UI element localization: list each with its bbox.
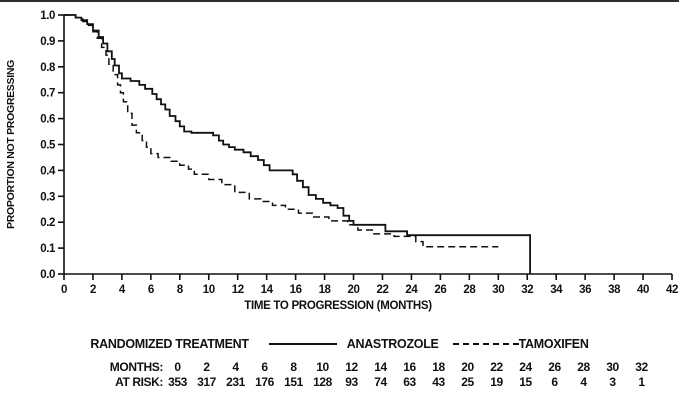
risk-count-cell: 15 [519, 375, 532, 389]
risk-month-cell: 26 [548, 360, 561, 374]
risk-count-cell: 6 [551, 375, 558, 389]
y-tick-label: 0.0 [40, 269, 55, 281]
risk-row-at-risk: AT RISK: 353 317 231 176 151 128 93 74 63 43 25 19 15… [0, 375, 679, 390]
legend-title: RANDOMIZED TREATMENT [90, 337, 249, 351]
x-tick-label: 20 [348, 284, 360, 296]
risk-month-cell: 6 [261, 360, 268, 374]
anastrozole-line-sample [268, 343, 337, 345]
risk-month-cell: 30 [606, 360, 619, 374]
y-tick-label: 0.2 [40, 217, 55, 229]
risk-month-cell: 2 [203, 360, 210, 374]
y-tick-label: 0.9 [40, 36, 55, 48]
curve-tamoxifen [64, 14, 499, 248]
x-tick-label: 4 [119, 284, 126, 296]
x-tick-label: 40 [637, 284, 649, 296]
y-tick-label: 0.6 [40, 114, 55, 126]
risk-count-cell: 151 [284, 375, 303, 389]
x-tick-label: 38 [608, 284, 621, 296]
x-tick-label: 42 [666, 284, 678, 296]
risk-count-cell: 74 [374, 375, 387, 389]
risk-count-cell: 63 [403, 375, 416, 389]
risk-month-cell: 0 [174, 360, 181, 374]
x-tick-label: 28 [463, 284, 476, 296]
risk-month-cell: 12 [345, 360, 358, 374]
x-tick-label: 8 [177, 284, 184, 296]
risk-count-cell: 93 [345, 375, 358, 389]
risk-row-months: MONTHS: 0 2 4 6 8 10 12 14 16 18 20 22 24 26 28 30 32 [0, 360, 679, 375]
risk-month-cell: 14 [374, 360, 387, 374]
risk-count-cell: 43 [432, 375, 445, 389]
axes [63, 15, 672, 275]
risk-month-cell: 24 [519, 360, 532, 374]
x-tick-label: 2 [90, 284, 96, 296]
y-tick-label: 0.1 [40, 243, 56, 255]
legend-label-anastrozole: ANASTROZOLE [346, 337, 439, 351]
x-tick-label: 24 [405, 284, 418, 296]
tamoxifen-line-sample [452, 343, 519, 345]
y-tick-label: 1.0 [40, 10, 55, 22]
x-tick-label: 32 [521, 284, 533, 296]
y-tick-label: 0.4 [40, 165, 56, 177]
x-tick-label: 26 [434, 284, 446, 296]
risk-count-cell: 25 [461, 375, 474, 389]
x-tick-label: 36 [579, 284, 591, 296]
x-tick-label: 12 [232, 284, 244, 296]
x-tick-label: 16 [290, 284, 302, 296]
risk-count-cell: 353 [168, 375, 187, 389]
risk-count-cell: 176 [255, 375, 274, 389]
x-tick-label: 14 [261, 284, 274, 296]
risk-count-cell: 317 [197, 375, 216, 389]
risk-count-cell: 231 [226, 375, 245, 389]
at-risk-table: MONTHS: 0 2 4 6 8 10 12 14 16 18 20 22 24 26 28 30 32 AT R… [0, 360, 679, 390]
risk-month-cell: 18 [432, 360, 445, 374]
risk-month-cell: 16 [403, 360, 416, 374]
legend: RANDOMIZED TREATMENT ANASTROZOLE TAMOXIF… [0, 333, 679, 355]
risk-row-label: MONTHS: [109, 360, 164, 374]
risk-month-cell: 28 [577, 360, 590, 374]
y-tick-label: 0.5 [40, 140, 56, 152]
risk-count-cell: 19 [490, 375, 503, 389]
risk-row-label: AT RISK: [115, 375, 163, 389]
risk-month-cell: 10 [316, 360, 329, 374]
risk-month-cell: 20 [461, 360, 474, 374]
x-tick-label: 0 [61, 284, 67, 296]
risk-count-cell: 3 [609, 375, 616, 389]
x-tick-label: 22 [376, 284, 388, 296]
risk-month-cell: 22 [490, 360, 503, 374]
km-chart: 0 2 4 6 8 10 12 14 16 18 20 22 24 26 28 30 32 34 36 38 40 420… [5, 10, 678, 312]
x-tick-label: 10 [203, 284, 215, 296]
x-tick-label: 34 [550, 284, 563, 296]
y-tick-label: 0.3 [40, 191, 55, 203]
y-axis-title: PROPORTION NOT PROGRESSING [5, 60, 17, 229]
risk-month-cell: 8 [290, 360, 297, 374]
x-axis-title: TIME TO PROGRESSION (MONTHS) [244, 300, 432, 312]
x-tick-label: 18 [319, 284, 332, 296]
y-tick-label: 0.8 [40, 62, 56, 74]
legend-label-tamoxifen: TAMOXIFEN [518, 337, 589, 351]
curve-anastrozole [64, 14, 531, 274]
risk-month-cell: 32 [635, 360, 648, 374]
y-tick-label: 0.7 [40, 88, 55, 100]
risk-count-cell: 4 [580, 375, 587, 389]
risk-count-cell: 128 [313, 375, 332, 389]
risk-count-cell: 1 [638, 375, 645, 389]
x-tick-label: 30 [492, 284, 504, 296]
x-tick-label: 6 [148, 284, 154, 296]
risk-month-cell: 4 [232, 360, 239, 374]
